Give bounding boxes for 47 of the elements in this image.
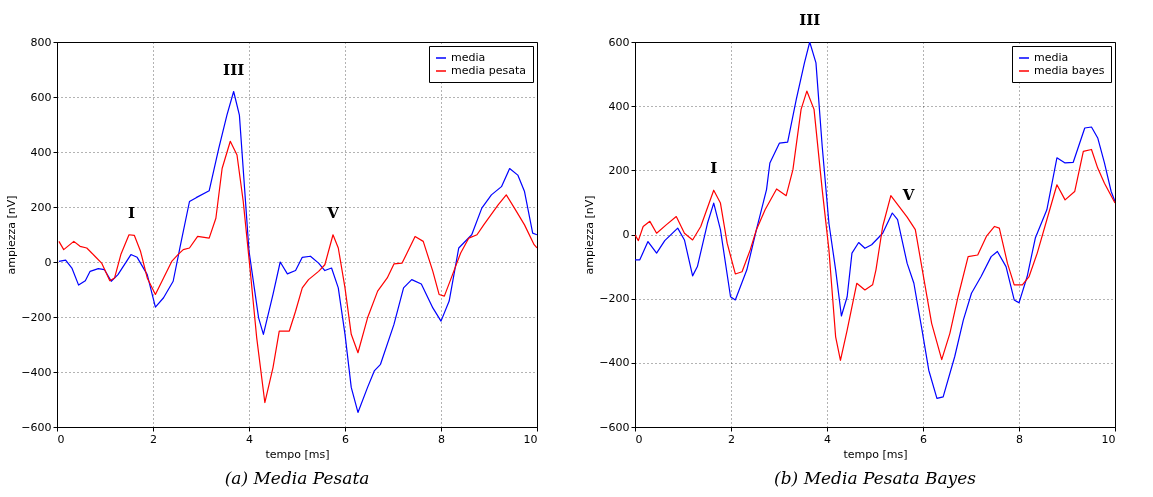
- x-tick-label: 10: [523, 432, 538, 446]
- line-series: [635, 42, 1115, 400]
- x-tick-label: 4: [824, 432, 831, 446]
- x-tick-label: 10: [1101, 432, 1116, 446]
- annotation: V: [901, 186, 915, 205]
- text: (a) Media Pesata: [224, 468, 370, 488]
- legend-label: media: [1034, 51, 1069, 64]
- line-series: [635, 90, 1115, 361]
- y-tick-label: 400: [608, 99, 630, 113]
- y-tick-label: 200: [30, 200, 52, 214]
- y-tick-label: −600: [599, 420, 630, 434]
- annotation: I: [710, 159, 718, 178]
- x-tick-label: 2: [728, 432, 735, 446]
- legend-label: media bayes: [1034, 64, 1105, 77]
- y-tick-label: 600: [608, 35, 630, 49]
- y-axis-title: ampiezza [nV]: [5, 195, 19, 275]
- x-axis-title: tempo [ms]: [843, 447, 908, 461]
- x-tick-label: 8: [438, 432, 445, 446]
- x-tick-label: 6: [342, 432, 349, 446]
- y-tick-label: −200: [599, 292, 630, 306]
- y-tick-label: 600: [30, 90, 52, 104]
- line-series: [58, 90, 537, 414]
- x-tick-label: 0: [635, 432, 643, 446]
- x-tick-label: 6: [920, 432, 927, 446]
- y-tick-label: −600: [21, 420, 52, 434]
- annotation: III: [223, 60, 245, 79]
- legend-label: media: [451, 51, 486, 64]
- legend-label: media pesata: [451, 64, 527, 77]
- text: (b) Media Pesata Bayes: [774, 468, 977, 488]
- y-tick-label: 200: [608, 163, 630, 177]
- y-tick-label: 0: [44, 255, 52, 269]
- y-tick-label: −200: [21, 310, 52, 324]
- y-tick-label: 0: [622, 228, 630, 241]
- y-tick-label: 400: [30, 145, 52, 159]
- x-axis-title: tempo [ms]: [265, 447, 330, 461]
- line-series: [58, 140, 537, 404]
- x-tick-label: 4: [246, 432, 253, 446]
- y-tick-label: 800: [30, 35, 52, 49]
- y-tick-label: −400: [21, 365, 52, 379]
- annotation: I: [127, 203, 135, 222]
- y-axis-title: ampiezza [nV]: [583, 195, 597, 275]
- annotation: III: [799, 11, 821, 29]
- x-tick-label: 2: [150, 432, 157, 446]
- annotation: V: [326, 203, 340, 222]
- y-tick-label: −400: [599, 356, 630, 370]
- x-tick-label: 0: [57, 432, 65, 446]
- x-tick-label: 8: [1016, 432, 1023, 446]
